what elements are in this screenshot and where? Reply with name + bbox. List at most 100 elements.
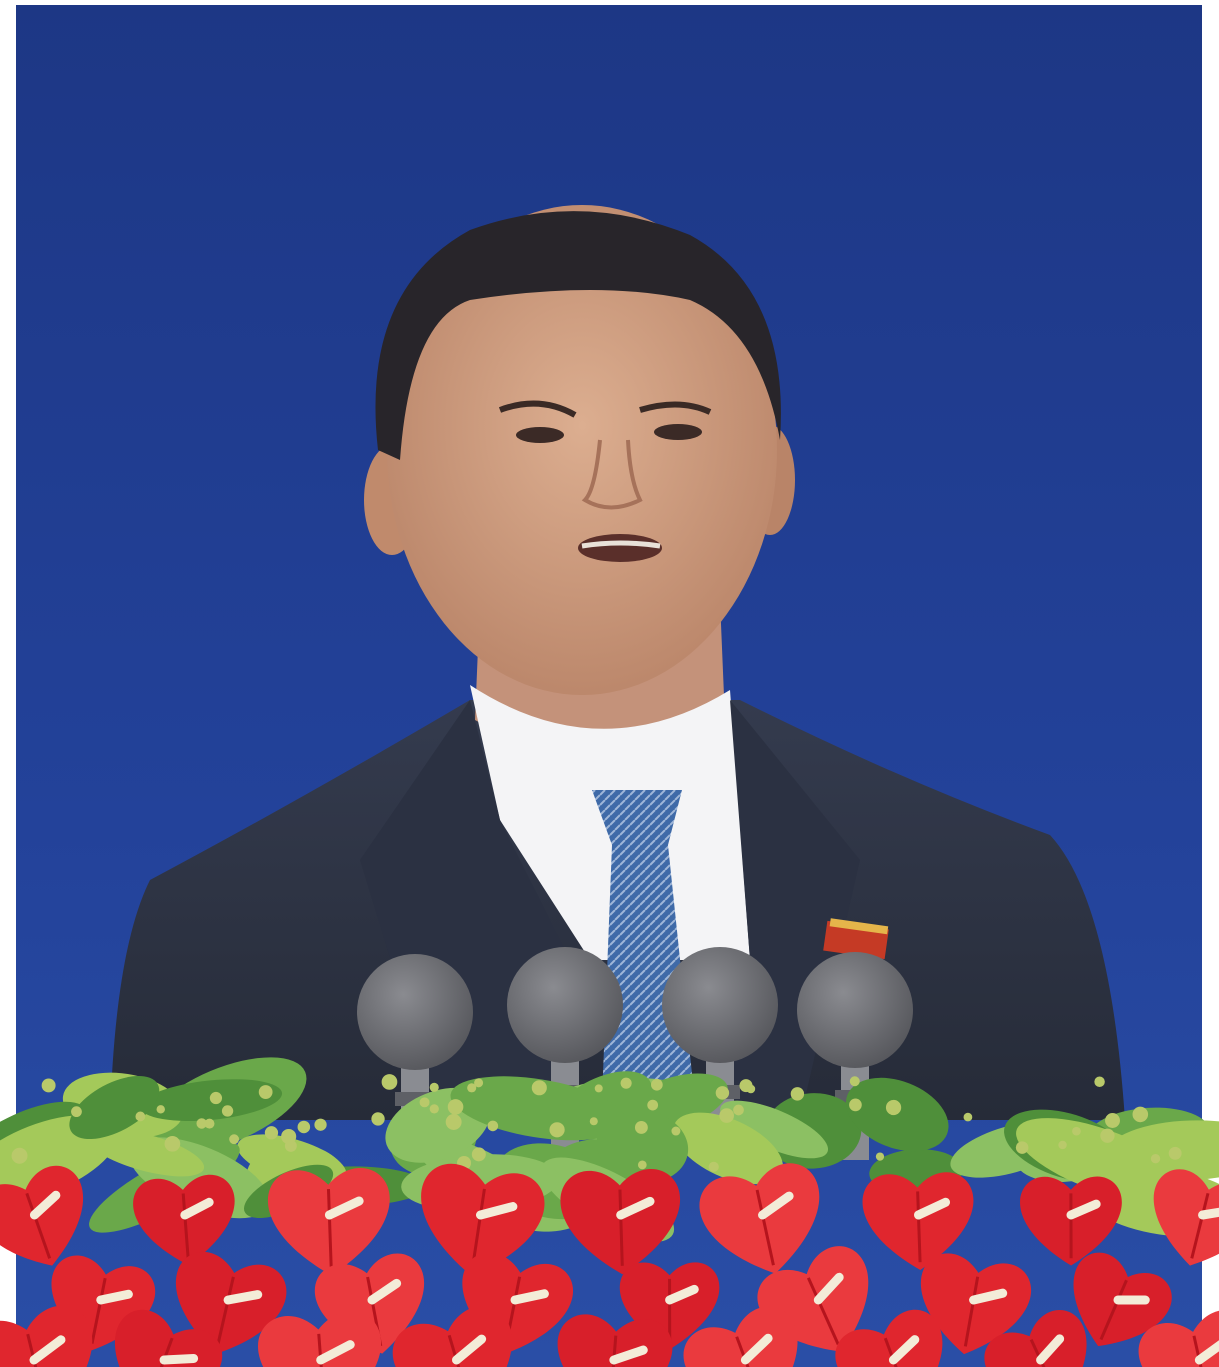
sprig xyxy=(204,1118,215,1129)
spadix xyxy=(758,1191,794,1220)
leaf xyxy=(673,1112,783,1185)
sprig xyxy=(715,1086,730,1100)
sprig xyxy=(1132,1106,1149,1123)
spathe-vein xyxy=(471,1188,486,1268)
spathe-vein xyxy=(755,1189,775,1266)
spathe-vein xyxy=(26,1333,48,1367)
spadix xyxy=(29,1335,66,1365)
spathe-vein xyxy=(883,1337,912,1367)
spathe-vein xyxy=(146,1337,174,1367)
sprig xyxy=(297,1120,311,1134)
eye-left xyxy=(516,427,564,443)
spathe xyxy=(557,1314,673,1367)
anthurium xyxy=(421,1163,545,1276)
spathe-vein xyxy=(1190,1192,1210,1259)
sprig xyxy=(671,1126,681,1136)
sprig xyxy=(474,1078,484,1088)
anthurium xyxy=(920,1253,1031,1355)
spathe-vein xyxy=(963,1276,980,1347)
spadix xyxy=(1036,1334,1065,1365)
sprig xyxy=(589,1117,598,1126)
spadix xyxy=(1194,1337,1219,1365)
spadix xyxy=(96,1289,133,1305)
sprig xyxy=(209,1091,223,1105)
spathe-vein xyxy=(618,1189,624,1266)
sprig xyxy=(620,1077,632,1089)
sprig xyxy=(647,1099,659,1111)
sprig xyxy=(849,1098,862,1112)
sprig xyxy=(637,1160,647,1170)
sprig xyxy=(651,1078,663,1091)
face xyxy=(387,205,777,695)
spadix xyxy=(913,1197,951,1220)
sprig xyxy=(875,1152,885,1161)
sprig xyxy=(429,1104,439,1114)
anthurium xyxy=(557,1314,673,1367)
spadix xyxy=(888,1335,920,1365)
anthurium xyxy=(392,1306,512,1367)
spadix xyxy=(510,1289,549,1305)
sprig xyxy=(634,1121,648,1134)
sprig xyxy=(229,1134,240,1145)
teeth xyxy=(581,540,661,549)
spathe-vein xyxy=(608,1335,618,1367)
anthurium xyxy=(835,1309,943,1367)
spadix xyxy=(969,1288,1008,1305)
anthurium xyxy=(683,1306,798,1367)
sprig xyxy=(963,1112,973,1122)
anthurium xyxy=(0,1165,84,1266)
sprig xyxy=(1100,1128,1115,1143)
spathe-vein xyxy=(317,1333,327,1367)
leaf xyxy=(69,1075,160,1140)
anthurium xyxy=(560,1168,680,1275)
spathe-vein xyxy=(326,1189,333,1267)
brow-left xyxy=(498,400,577,418)
spadix xyxy=(159,1354,199,1365)
spathe-vein xyxy=(25,1192,52,1259)
sprig xyxy=(471,1147,486,1162)
spathe xyxy=(0,1305,93,1367)
leaf xyxy=(86,1128,205,1177)
sprig xyxy=(487,1120,499,1132)
spadix xyxy=(665,1284,699,1305)
eye-right xyxy=(654,424,702,440)
spathe-vein xyxy=(916,1191,922,1263)
anthurium xyxy=(175,1251,287,1354)
anthurium xyxy=(1073,1252,1172,1347)
sprig xyxy=(1072,1126,1081,1136)
anthurium xyxy=(133,1174,235,1266)
spadix xyxy=(813,1272,844,1305)
sprig xyxy=(1094,1076,1105,1087)
spadix xyxy=(1198,1205,1219,1220)
sprig xyxy=(221,1105,234,1117)
spathe xyxy=(984,1310,1087,1367)
sprig xyxy=(790,1087,805,1101)
sprig xyxy=(381,1074,398,1090)
spadix xyxy=(180,1197,214,1220)
sprig xyxy=(739,1079,753,1093)
sprig xyxy=(135,1111,146,1122)
spadix xyxy=(609,1345,648,1365)
sprig xyxy=(371,1112,385,1126)
sprig xyxy=(281,1128,297,1145)
sprig xyxy=(156,1105,165,1114)
spadix xyxy=(740,1333,773,1365)
sprig xyxy=(733,1104,744,1116)
leaf xyxy=(1016,1118,1186,1202)
anthurium xyxy=(1153,1169,1219,1266)
spathe-vein xyxy=(447,1334,473,1367)
spathe xyxy=(683,1306,798,1367)
sprig xyxy=(71,1106,82,1118)
sprig xyxy=(1150,1154,1161,1164)
anthurium xyxy=(862,1172,974,1271)
sprig xyxy=(258,1085,273,1099)
spathe xyxy=(392,1306,512,1367)
mic-head xyxy=(357,954,473,1070)
sprig xyxy=(467,1083,477,1093)
sprig xyxy=(1015,1141,1029,1154)
spadix xyxy=(475,1202,518,1220)
sprig xyxy=(1105,1113,1120,1128)
spadix xyxy=(1113,1295,1150,1305)
